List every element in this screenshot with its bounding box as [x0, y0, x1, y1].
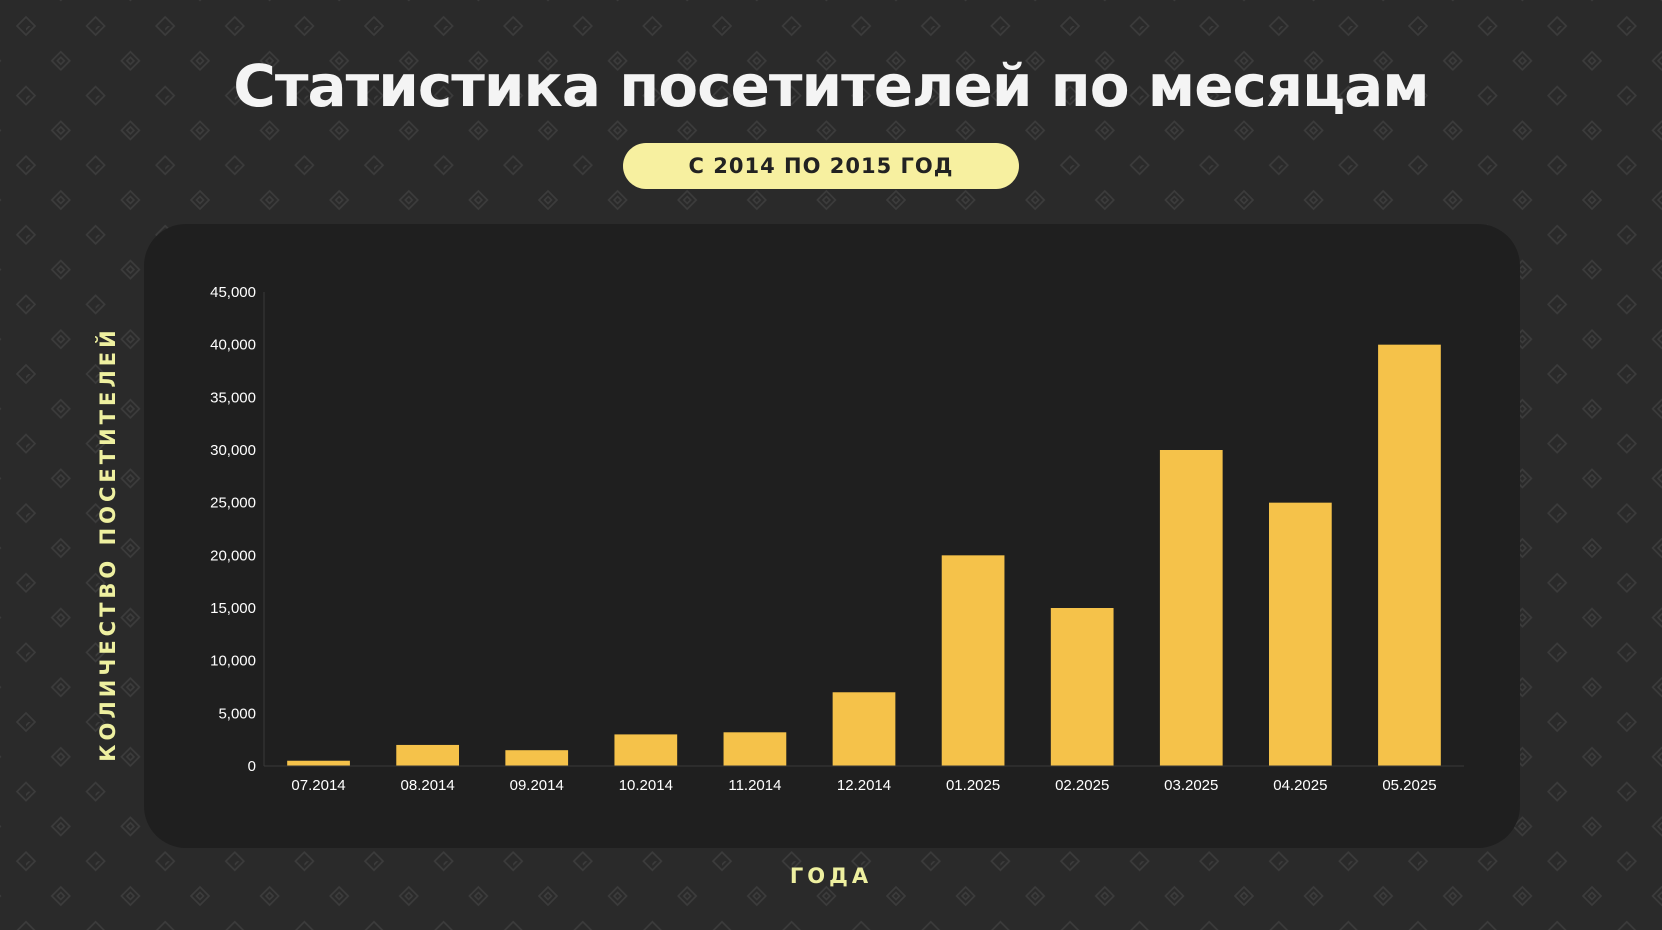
- x-tick-label: 09.2014: [510, 777, 564, 794]
- bar: [614, 734, 678, 766]
- x-tick-label: 12.2014: [837, 777, 891, 794]
- y-tick-label: 5,000: [218, 705, 256, 722]
- y-tick-label: 0: [248, 758, 256, 775]
- y-tick-label: 35,000: [210, 389, 256, 406]
- y-axis: 0 5,000 10,000 15,000 20,000 25,000 30,000 35,0…: [210, 284, 265, 775]
- y-tick-label: 30,000: [210, 442, 256, 459]
- y-tick-label: 10,000: [210, 653, 256, 670]
- chart-subtitle: С 2014 ПО 2015 ГОД: [688, 154, 954, 178]
- bar: [1269, 502, 1332, 766]
- bar: [287, 760, 350, 766]
- bar: [505, 750, 569, 766]
- bar: [832, 692, 896, 766]
- x-tick-label: 11.2014: [728, 777, 781, 794]
- subtitle-pill: С 2014 ПО 2015 ГОД: [623, 143, 1019, 189]
- y-tick-label: 15,000: [210, 600, 256, 617]
- x-tick-label: 02.2025: [1055, 777, 1109, 794]
- chart-title: Статистика посетителей по месяцам: [233, 52, 1429, 120]
- x-tick-label: 07.2014: [291, 777, 345, 794]
- y-axis-title: КОЛИЧЕСТВО ПОСЕТИТЕЛЕЙ: [96, 326, 120, 762]
- bar: [941, 555, 1005, 766]
- bar-chart: 0 5,000 10,000 15,000 20,000 25,000 30,000 35,0…: [210, 284, 1464, 794]
- bar: [723, 732, 787, 766]
- y-tick-label: 45,000: [210, 284, 256, 301]
- bar: [1050, 608, 1114, 766]
- bar: [1378, 344, 1441, 766]
- x-axis: 07.2014 08.2014 09.2014 10.2014 11.2014 12.20…: [264, 765, 1464, 794]
- x-tick-label: 03.2025: [1164, 777, 1218, 794]
- y-tick-label: 20,000: [210, 547, 256, 564]
- x-tick-label: 10.2014: [619, 777, 673, 794]
- bars: [287, 344, 1441, 766]
- y-tick-label: 40,000: [210, 337, 256, 354]
- x-tick-label: 04.2025: [1273, 777, 1327, 794]
- x-axis-title: ГОДА: [789, 864, 873, 888]
- x-tick-label: 05.2025: [1382, 777, 1436, 794]
- bar: [396, 744, 459, 766]
- y-tick-label: 25,000: [210, 495, 256, 512]
- x-tick-label: 01.2025: [946, 777, 1000, 794]
- bar: [1159, 450, 1223, 766]
- x-tick-label: 08.2014: [401, 777, 455, 794]
